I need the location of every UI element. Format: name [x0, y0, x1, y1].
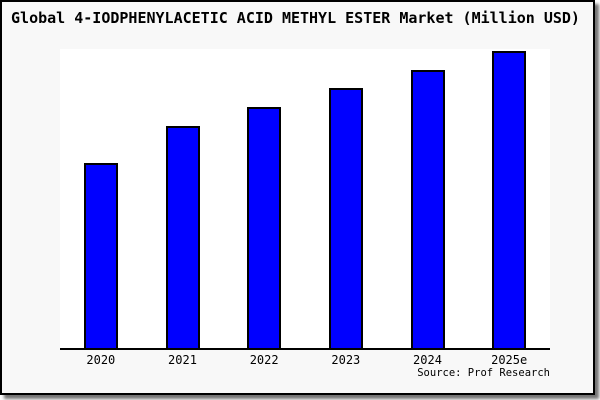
bar-2025e [492, 51, 527, 350]
bar-2024 [410, 70, 445, 350]
x-tick-label-2020: 2020 [86, 353, 116, 367]
bar-2021 [165, 126, 200, 350]
plot-area [60, 49, 550, 350]
x-tick-label-2022: 2022 [249, 353, 279, 367]
chart-title: Global 4-IODPHENYLACETIC ACID METHYL EST… [11, 9, 580, 27]
x-tick-label-2023: 2023 [331, 353, 361, 367]
bar-2023 [328, 88, 363, 350]
bar-2020 [83, 163, 118, 350]
x-tick-label-2024: 2024 [413, 353, 442, 367]
bars-group [60, 49, 550, 350]
bar-2022 [247, 107, 282, 350]
source-credit: Source: Prof Research [417, 367, 550, 379]
x-tick-label-2021: 2021 [168, 353, 197, 367]
x-tick-label-2025e: 2025e [491, 353, 528, 367]
chart-window: Global 4-IODPHENYLACETIC ACID METHYL EST… [0, 0, 595, 395]
x-axis-line [60, 348, 550, 350]
